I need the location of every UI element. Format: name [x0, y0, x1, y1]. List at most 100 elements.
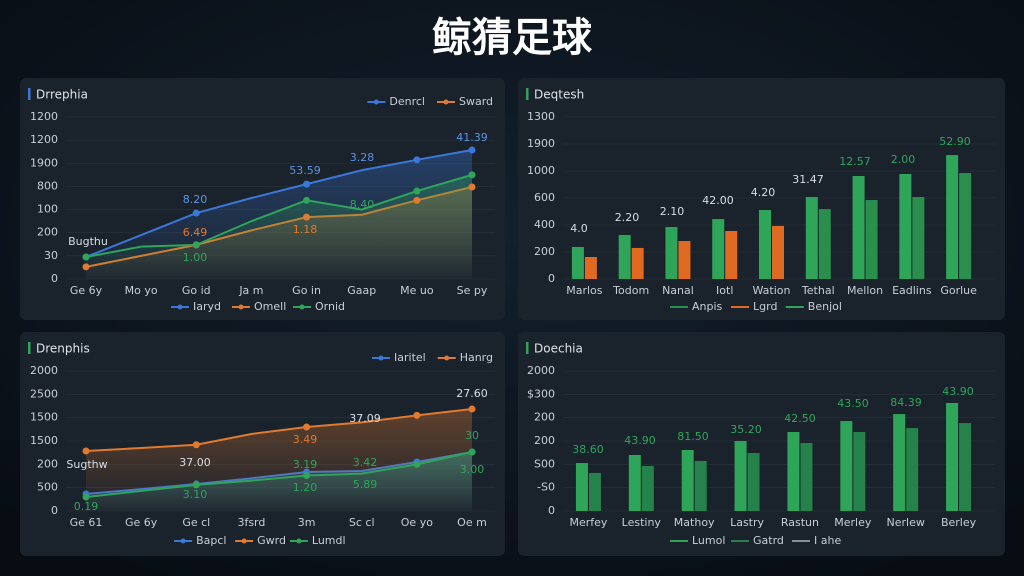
y-tick-label: 500	[37, 481, 58, 494]
area	[86, 452, 472, 511]
annotation: 8.20	[183, 193, 208, 206]
legend-swatch	[238, 304, 244, 310]
annotation: 37.00	[179, 456, 211, 469]
bar	[959, 173, 972, 279]
x-tick-label: Tethal	[801, 284, 835, 297]
annotation: 52.90	[939, 135, 971, 148]
y-tick-label: 400	[534, 218, 555, 231]
legend-label: Ornid	[315, 300, 345, 313]
x-tick-label: Nanal	[662, 284, 694, 297]
annotation: 53.59	[289, 164, 321, 177]
annotation: 84.39	[890, 396, 922, 409]
annotation: 6.49	[183, 226, 208, 239]
annotation: 1.18	[293, 223, 318, 236]
page-title: 鲸猜足球	[432, 15, 593, 61]
legend-swatch	[378, 355, 384, 361]
y-tick-label: 1500	[30, 411, 58, 424]
legend-label: I ahe	[814, 534, 841, 547]
x-tick-label: Go id	[182, 284, 211, 297]
legend-swatch	[177, 304, 183, 310]
point	[192, 241, 200, 249]
bar	[865, 200, 878, 279]
annotation: 42.00	[702, 194, 734, 207]
line	[85, 451, 473, 498]
point	[413, 196, 421, 204]
title-accent	[526, 342, 529, 354]
annotation: 3.28	[350, 151, 375, 164]
annotation: 43.90	[624, 434, 656, 447]
x-tick-label: Go in	[292, 284, 321, 297]
annotation: 0.19	[74, 500, 99, 513]
annotation: 5.89	[353, 478, 378, 491]
panel-title: Drenphis	[36, 342, 90, 356]
annotation: Sugthw	[66, 458, 107, 471]
annotation: 2.00	[891, 153, 916, 166]
x-tick-label: Mathoy	[674, 516, 715, 529]
legend-swatch	[443, 99, 449, 105]
y-tick-label: 0	[548, 272, 555, 285]
bar	[665, 227, 678, 279]
annotation: 30	[465, 429, 479, 442]
bar	[747, 453, 760, 511]
y-tick-label: 1500	[30, 434, 58, 447]
y-tick-label: 600	[534, 191, 555, 204]
y-tick-label: -S0	[537, 481, 555, 494]
legend-label: Benjol	[808, 300, 842, 313]
legend-swatch	[299, 304, 305, 310]
point	[468, 146, 476, 154]
y-tick-label: 30	[44, 249, 58, 262]
bar	[787, 432, 800, 511]
x-tick-label: Berley	[941, 516, 977, 529]
x-tick-label: 3m	[298, 516, 316, 529]
x-tick-label: Nerlew	[887, 516, 925, 529]
annotation: 35.20	[730, 423, 762, 436]
annotation: 43.50	[837, 397, 869, 410]
y-tick-label: 2000	[527, 364, 555, 377]
annotation: 31.47	[792, 173, 824, 186]
bar	[959, 423, 972, 511]
y-tick-label: 1900	[527, 137, 555, 150]
point	[82, 493, 90, 501]
point	[413, 460, 421, 468]
bar	[681, 449, 694, 511]
x-tick-label: Oe m	[457, 516, 487, 529]
annotation: 37.09	[349, 412, 381, 425]
x-tick-label: Gorlue	[940, 284, 977, 297]
annotation: 42.50	[784, 412, 816, 425]
point	[468, 171, 476, 179]
x-tick-label: Lastry	[730, 516, 764, 529]
bar	[575, 463, 588, 511]
y-tick-label: 200	[534, 245, 555, 258]
point	[303, 423, 311, 431]
x-tick-label: Ge 6y	[70, 284, 103, 297]
panel-title: Doechia	[534, 342, 583, 356]
annotation: 12.57	[839, 155, 871, 168]
annotation: 1.00	[183, 251, 208, 264]
point	[303, 213, 311, 221]
legend-label: Iaritel	[394, 351, 426, 364]
bar	[759, 210, 771, 279]
point	[413, 187, 421, 195]
annotation: 3.49	[293, 433, 318, 446]
bar	[946, 155, 959, 279]
x-tick-label: Me uo	[400, 284, 434, 297]
point	[192, 481, 200, 489]
bar	[712, 219, 725, 279]
bar	[818, 209, 831, 279]
point	[82, 447, 90, 455]
title-accent	[28, 88, 31, 100]
annotation: Bugthu	[68, 235, 108, 248]
x-tick-label: Todom	[612, 284, 649, 297]
bar	[906, 428, 919, 511]
y-tick-label: 0	[51, 504, 58, 517]
annotation: 2.20	[615, 211, 640, 224]
bar	[571, 247, 584, 279]
area	[86, 174, 472, 279]
bar	[805, 197, 818, 279]
annotation: 3.42	[353, 456, 378, 469]
bar	[893, 414, 906, 511]
legend-label: Bapcl	[196, 534, 226, 547]
annotation: 43.90	[942, 385, 974, 398]
y-tick-label: 0	[51, 272, 58, 285]
